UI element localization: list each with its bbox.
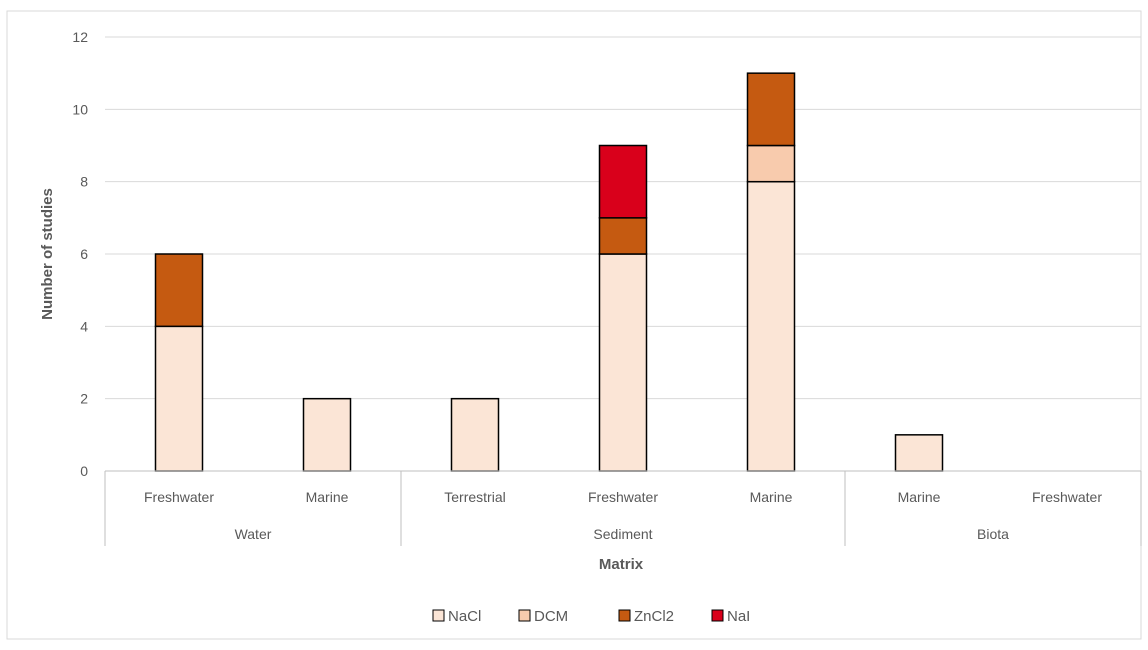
legend-swatch — [518, 609, 531, 622]
x-category-label: Freshwater — [1032, 489, 1102, 505]
bar-segment-nacl — [302, 397, 352, 472]
x-group-label: Water — [235, 526, 272, 542]
bars — [154, 72, 944, 472]
bar-segment-nacl — [154, 325, 204, 472]
y-tick-label: 10 — [72, 101, 88, 117]
bar-segment-nacl — [746, 180, 796, 472]
x-category-label: Terrestrial — [444, 489, 505, 505]
legend-label: NaCl — [448, 608, 481, 625]
legend-swatch — [618, 609, 631, 622]
bar-segment-zncl2 — [746, 72, 796, 147]
legend-label: ZnCl2 — [634, 608, 674, 625]
y-tick-label: 2 — [80, 391, 88, 407]
y-axis-title: Number of studies — [39, 188, 56, 320]
x-category-label: Marine — [898, 489, 941, 505]
x-category-label: Marine — [750, 489, 793, 505]
x-category-label: Freshwater — [144, 489, 214, 505]
bar-segment-nacl — [450, 397, 500, 472]
y-tick-label: 8 — [80, 174, 88, 190]
legend-label: DCM — [534, 608, 568, 625]
y-tick-label: 6 — [80, 246, 88, 262]
bar-segment-zncl2 — [598, 217, 648, 255]
legend-label: NaI — [727, 608, 750, 625]
y-tick-label: 0 — [80, 463, 88, 479]
x-group-label: Sediment — [593, 526, 652, 542]
bar-segment-nacl — [598, 253, 648, 472]
bar-segment-dcm — [746, 144, 796, 183]
y-tick-label: 12 — [72, 29, 88, 45]
axes: 0 2 4 6 8 10 12 Freshwater Marine Terrestrial Fres… — [72, 29, 1142, 546]
bar-segment-zncl2 — [154, 253, 204, 328]
x-category-label: Freshwater — [588, 489, 658, 505]
x-axis-title: Matrix — [599, 556, 644, 573]
x-category-label: Marine — [306, 489, 349, 505]
legend-swatch — [432, 609, 445, 622]
y-tick-label: 4 — [80, 318, 88, 334]
bar-segment-nai — [598, 144, 648, 219]
x-group-label: Biota — [977, 526, 1009, 542]
bar-segment-nacl — [894, 434, 944, 472]
gridlines — [105, 36, 1141, 400]
legend: NaCl DCM ZnCl2 NaI — [432, 608, 750, 625]
legend-swatch — [711, 609, 724, 622]
